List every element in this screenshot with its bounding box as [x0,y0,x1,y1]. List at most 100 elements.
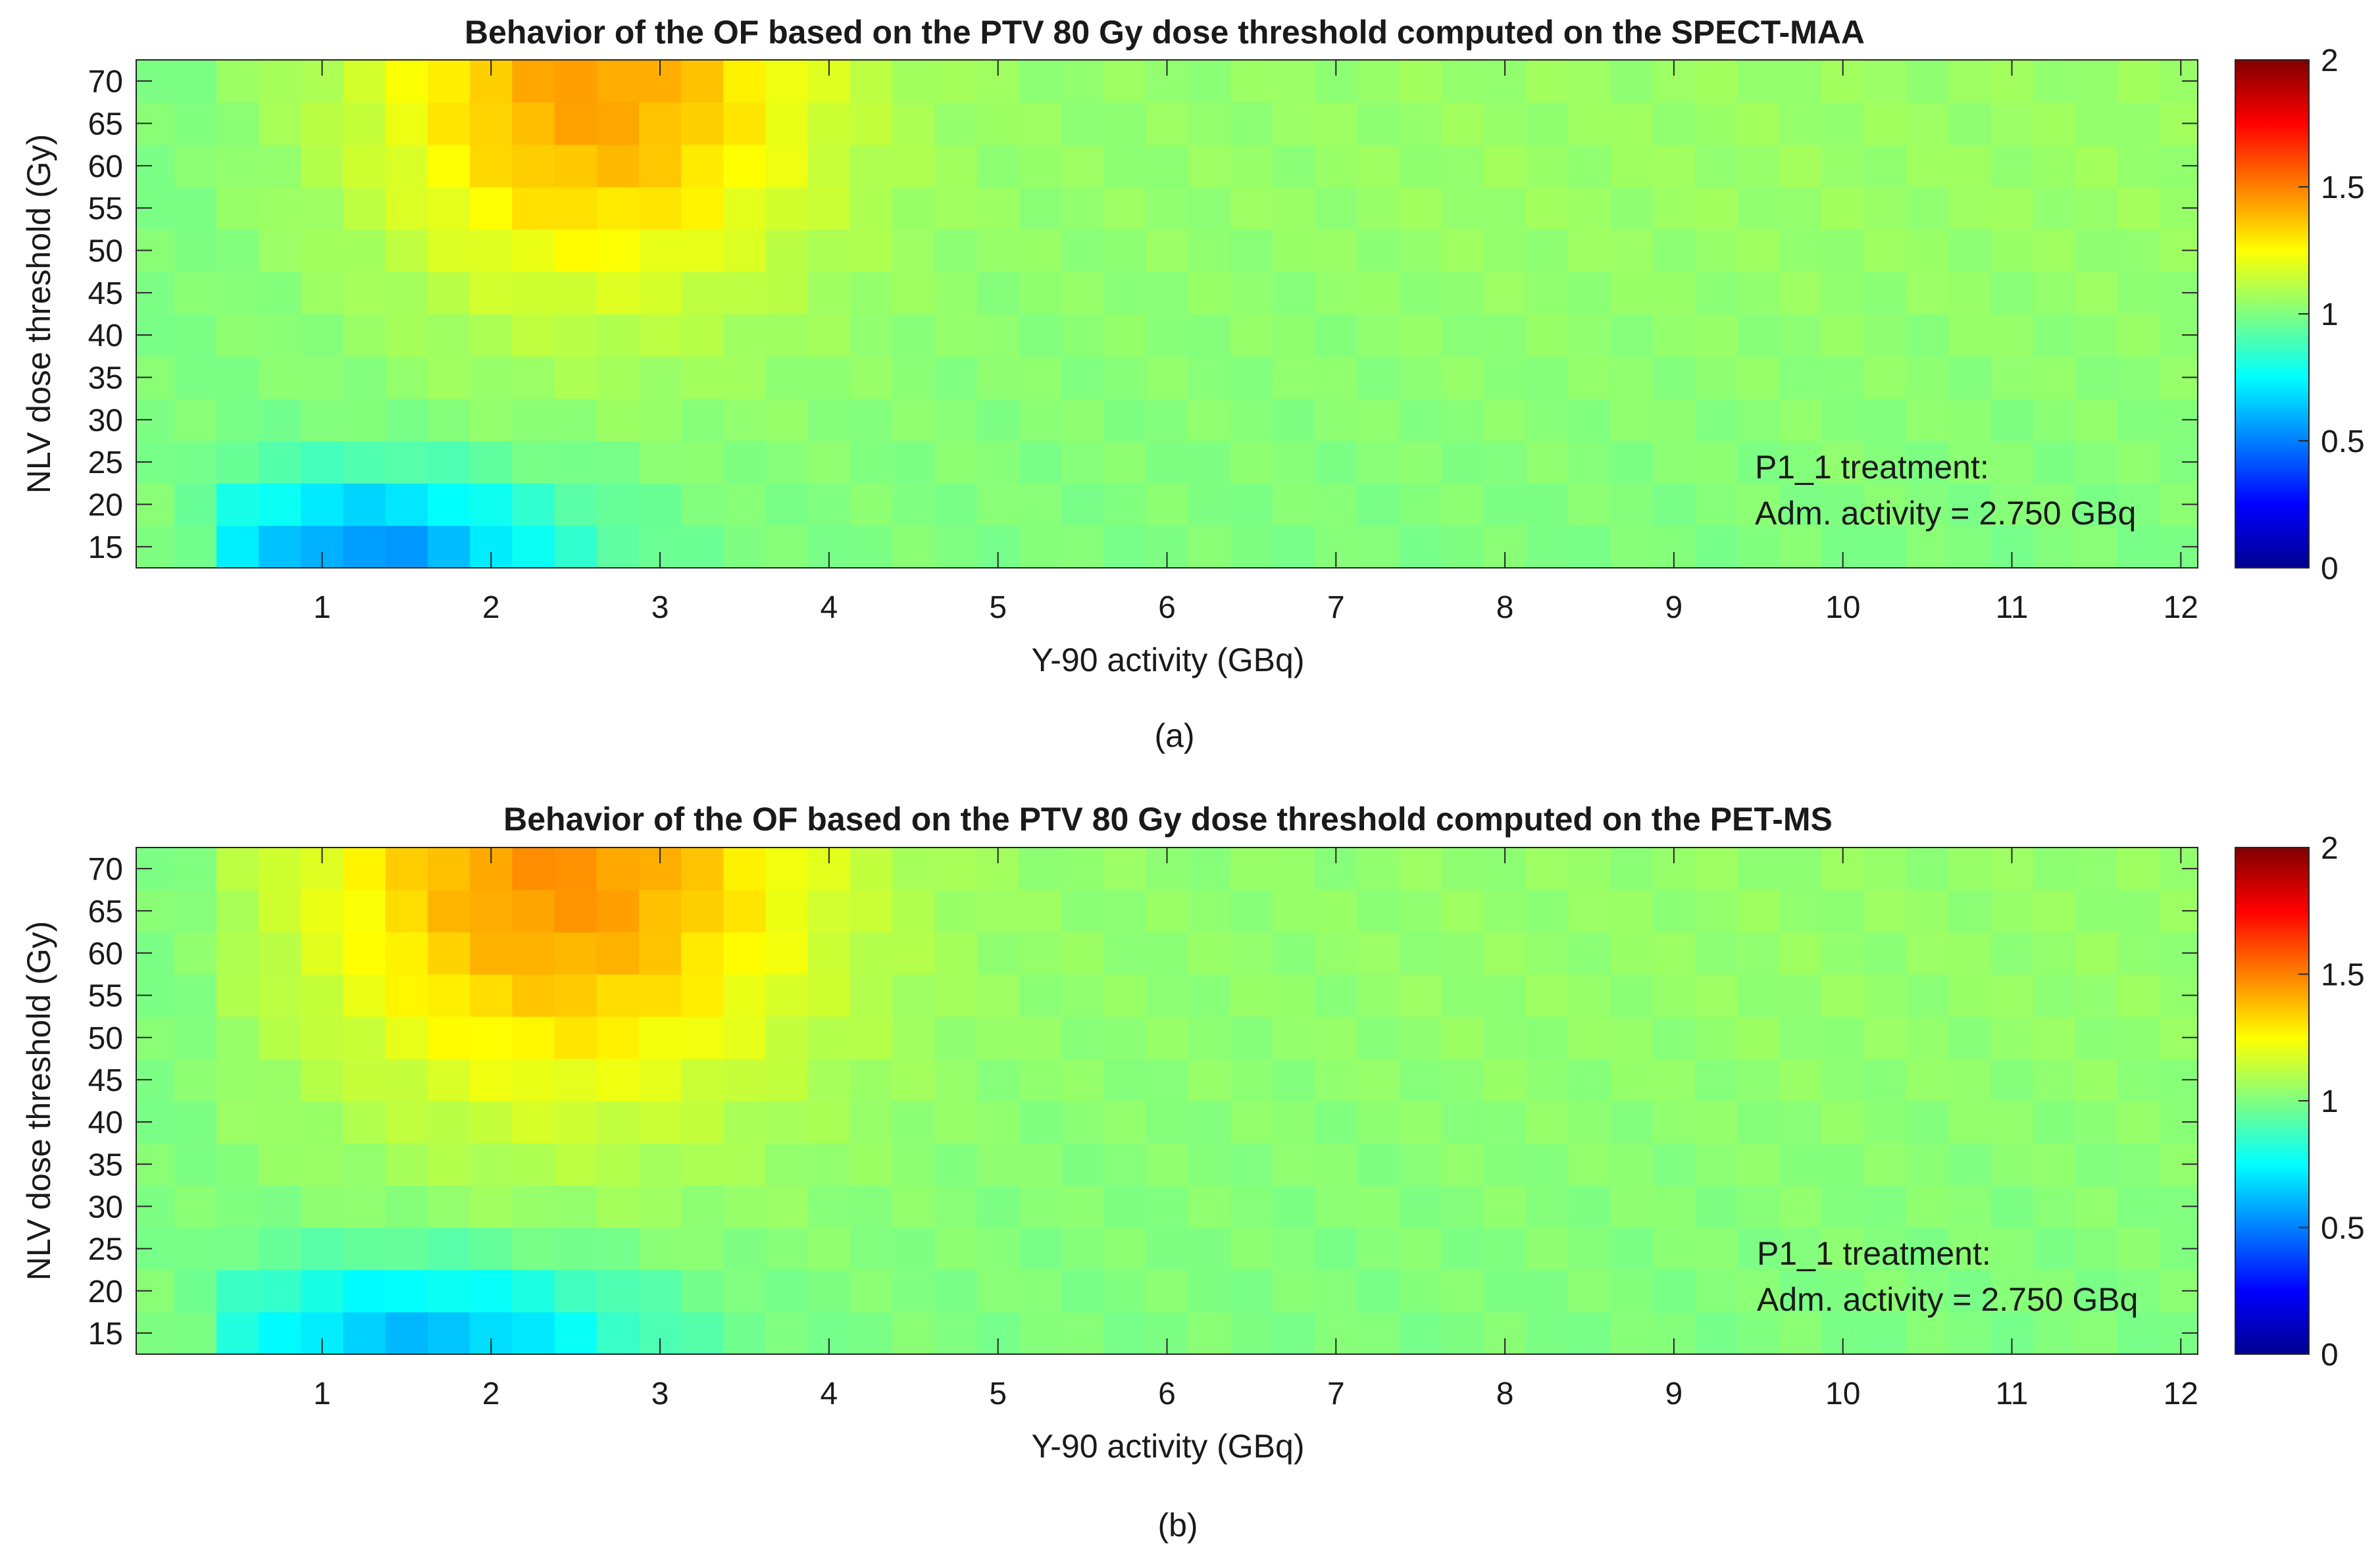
heatmap-cell [1061,229,1104,272]
heatmap-cell [1061,1058,1104,1101]
heatmap-cell [2075,356,2118,399]
heatmap-cell [1103,1185,1146,1228]
heatmap-cell [1019,441,1062,484]
heatmap-cell [2075,1311,2118,1355]
heatmap-cell [470,1101,513,1144]
heatmap-cell [723,398,767,442]
heatmap-cell [1821,1269,1865,1313]
heatmap-cell [2075,441,2118,484]
colorbar-tick-label: 0 [2321,551,2339,586]
heatmap-cell [681,890,724,932]
heatmap-cell [765,932,809,975]
heatmap-cell [512,1058,555,1101]
heatmap-cell [1779,1101,1823,1144]
heatmap-cell [1484,102,1527,145]
heatmap-cell [1103,229,1146,272]
heatmap-cell [1061,144,1104,188]
heatmap-cell [1357,1016,1400,1059]
heatmap-cell [1990,398,2034,442]
x-tick-label: 10 [1825,1377,1860,1411]
heatmap-cell [1188,60,1231,103]
heatmap-cell [638,1058,682,1101]
heatmap-cell [1230,229,1273,272]
heatmap-cell [1441,1227,1484,1271]
heatmap-cell [1906,398,1949,442]
heatmap-cell [512,398,555,442]
heatmap-cell [807,271,851,315]
heatmap-cell [554,847,597,890]
heatmap-cell [1990,1101,2034,1144]
heatmap-cell [1610,398,1654,442]
heatmap-cell [1990,483,2034,526]
heatmap-cell [259,314,301,357]
heatmap-cell [1863,1016,1907,1059]
heatmap-cell [1273,525,1315,569]
heatmap-cell [1103,1269,1146,1313]
heatmap-cell [596,847,640,890]
heatmap-cell [892,1311,935,1355]
heatmap-cell [1484,1227,1527,1271]
heatmap-cell [849,932,893,975]
heatmap-cell [1357,441,1400,484]
heatmap-cell [681,1227,724,1271]
heatmap-cell [892,1058,935,1101]
heatmap-cell [470,1227,513,1271]
heatmap-cell [2117,102,2160,145]
heatmap-cell [681,271,724,315]
heatmap-cell [934,271,978,315]
heatmap-cell [1568,441,1611,484]
heatmap-cell [1019,187,1062,230]
heatmap-cell [1273,1269,1315,1313]
heatmap-cell [638,483,682,526]
heatmap-cell [596,1269,640,1313]
heatmap-cell [1019,314,1062,357]
heatmap-cell [2075,1058,2118,1101]
heatmap-cell [1863,314,1907,357]
heatmap-cell [765,1101,809,1144]
heatmap-cell [259,1143,301,1186]
heatmap-cell [849,356,893,399]
heatmap-cell [2117,890,2160,932]
heatmap-cell [1906,314,1949,357]
heatmap-cell [2075,1269,2118,1313]
heatmap-cell [892,890,935,932]
heatmap-cell [1695,1058,1738,1101]
heatmap-cell [174,525,217,569]
heatmap-cell [1695,60,1738,103]
heatmap-cell [216,187,259,230]
heatmap-cell [2117,1058,2160,1101]
heatmap-cell [807,398,851,442]
y-tick-label: 70 [88,852,123,887]
heatmap-cell [1779,271,1823,315]
heatmap-cell [976,1143,1020,1186]
heatmap-cell [1695,974,1738,1017]
heatmap-cell [1948,271,1992,315]
heatmap-cell [1695,187,1738,230]
heatmap-cell [2117,229,2160,272]
heatmap-cell [385,271,428,315]
heatmap-cell [512,102,555,145]
heatmap-cell [596,1016,640,1059]
heatmap-cell [259,483,301,526]
panel-a: Behavior of the OF based on the PTV 80 G… [20,14,2365,754]
heatmap-cell [385,441,428,484]
heatmap-cell [1568,356,1611,399]
heatmap-cell [1188,483,1231,526]
heatmap-cell [2117,932,2160,975]
heatmap-cell [765,314,809,357]
heatmap-cell [1399,1269,1442,1313]
heatmap-cell [1146,1143,1189,1186]
heatmap-cell [1610,271,1654,315]
heatmap-cell [1610,314,1654,357]
heatmap-cell [1315,314,1357,357]
heatmap-cell [638,441,682,484]
heatmap-cell [807,974,851,1017]
heatmap-cell [1779,1269,1823,1313]
heatmap-cell [638,187,682,230]
heatmap-cell [512,441,555,484]
heatmap-cell [2075,1016,2118,1059]
heatmap-cell [2033,1101,2076,1144]
y-axis-ticks: 15 20 25 30 35 40 45 50 55 60 65 70 [88,852,2198,1352]
heatmap-cell [1273,398,1315,442]
heatmap-cell [174,1101,217,1144]
